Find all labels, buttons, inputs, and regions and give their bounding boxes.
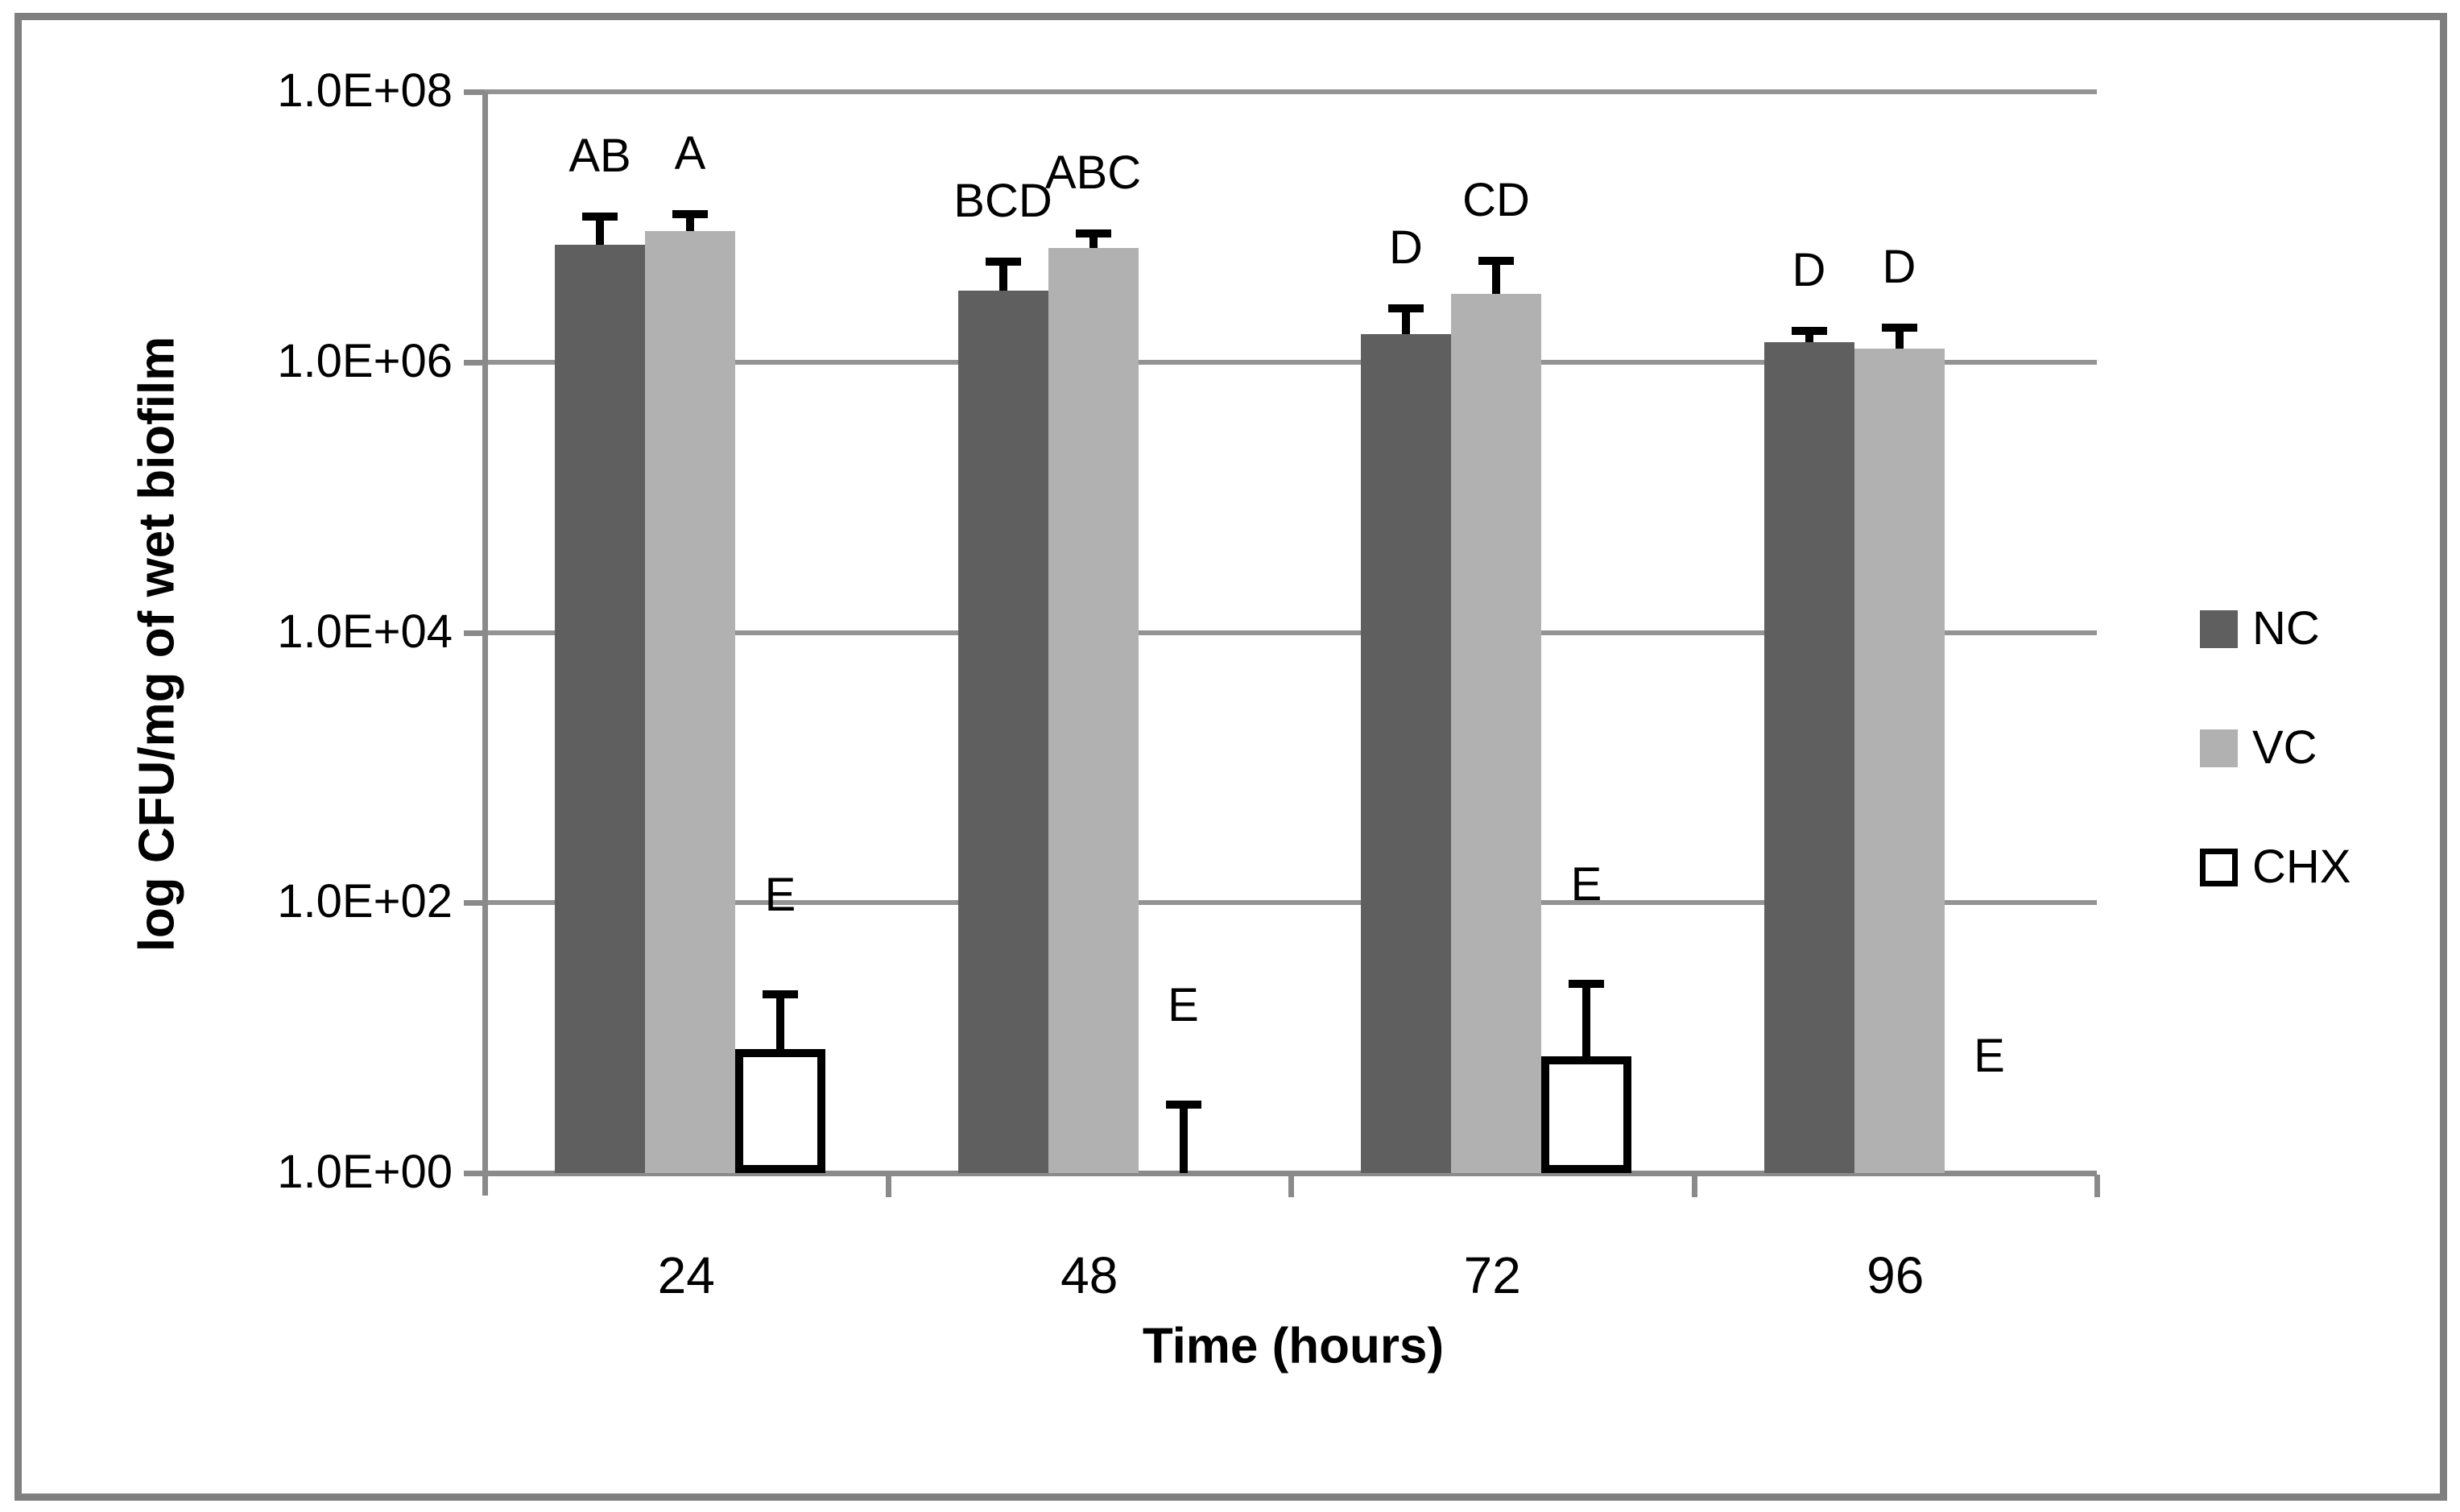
- figure-border: [14, 13, 2447, 1501]
- error-bar-cap-vc-72: [1478, 257, 1514, 266]
- sig-letter-nc-48: BCD: [953, 175, 1052, 228]
- error-bar-stem-nc-96: [1805, 331, 1813, 343]
- error-bar-stem-vc-72: [1492, 261, 1500, 294]
- sig-letter-nc-24: AB: [568, 129, 631, 182]
- error-bar-stem-vc-48: [1089, 233, 1098, 248]
- x-category-label-96: 96: [1867, 1246, 1925, 1304]
- bar-vc-72: [1451, 293, 1541, 1173]
- error-bar-cap-nc-72: [1388, 304, 1424, 312]
- sig-letter-chx-72: E: [1570, 858, 1602, 911]
- error-bar-cap-chx-48: [1165, 1101, 1201, 1109]
- error-bar-stem-nc-24: [596, 216, 604, 245]
- y-tick-mark-1e4: [464, 630, 485, 636]
- legend-item-vc: VC: [2200, 725, 2317, 771]
- legend-label-chx: CHX: [2252, 841, 2351, 893]
- x-tick-mark-4: [2094, 1174, 2100, 1197]
- bar-vc-96: [1854, 349, 1945, 1173]
- bar-chx-24: [735, 1048, 825, 1173]
- error-bar-stem-chx-72: [1582, 984, 1590, 1057]
- error-bar-cap-chx-24: [763, 990, 798, 999]
- gridline-1e8: [485, 89, 2097, 94]
- bar-nc-24: [555, 244, 645, 1173]
- error-bar-stem-nc-48: [998, 262, 1007, 291]
- legend-swatch-vc: [2200, 729, 2238, 767]
- x-tick-mark-3: [1691, 1174, 1697, 1197]
- sig-letter-vc-96: D: [1882, 240, 1916, 293]
- x-axis-line: [485, 1170, 2097, 1176]
- x-category-label-48: 48: [1060, 1246, 1118, 1304]
- sig-letter-chx-48: E: [1168, 979, 1199, 1032]
- legend-item-chx: CHX: [2200, 844, 2350, 890]
- gridline-1e6: [485, 359, 2097, 365]
- x-tick-mark-1: [885, 1174, 891, 1197]
- sig-letter-chx-96: E: [1974, 1030, 2005, 1082]
- y-tick-mark-1e0: [464, 1171, 485, 1176]
- legend-label-nc: NC: [2252, 602, 2320, 655]
- error-bar-stem-nc-72: [1402, 308, 1410, 335]
- sig-letter-vc-48: ABC: [1044, 146, 1142, 199]
- legend-item-nc: NC: [2200, 605, 2320, 652]
- sig-letter-nc-72: D: [1389, 221, 1423, 274]
- y-tick-label-1e6: 1.0E+06: [277, 334, 453, 387]
- y-tick-label-1e2: 1.0E+02: [277, 875, 453, 928]
- sig-letter-chx-24: E: [764, 869, 796, 922]
- y-tick-label-1e4: 1.0E+04: [277, 605, 453, 658]
- y-tick-mark-1e2: [464, 900, 485, 907]
- gridline-1e2: [485, 900, 2097, 906]
- bar-nc-48: [957, 290, 1048, 1173]
- error-bar-stem-chx-24: [776, 994, 784, 1049]
- error-bar-stem-vc-96: [1895, 327, 1904, 349]
- x-category-label-24: 24: [657, 1246, 715, 1304]
- legend-swatch-chx: [2200, 848, 2238, 886]
- error-bar-cap-vc-96: [1881, 323, 1917, 332]
- y-tick-label-1e0: 1.0E+00: [277, 1146, 453, 1198]
- y-tick-label-1e8: 1.0E+08: [277, 64, 453, 117]
- x-category-label-72: 72: [1463, 1246, 1521, 1304]
- error-bar-cap-vc-24: [672, 209, 708, 218]
- y-axis-title: log CFU/mg of wet biofilm: [129, 336, 185, 952]
- x-tick-mark-2: [1288, 1174, 1294, 1197]
- error-bar-stem-vc-24: [686, 213, 694, 232]
- error-bar-cap-nc-48: [985, 258, 1021, 266]
- bar-nc-72: [1361, 334, 1451, 1173]
- x-axis-title: Time (hours): [1142, 1318, 1445, 1374]
- error-bar-stem-chx-48: [1179, 1105, 1188, 1173]
- y-axis-line: [482, 92, 488, 1196]
- sig-letter-nc-96: D: [1792, 244, 1826, 297]
- error-bar-cap-chx-72: [1569, 980, 1604, 989]
- sig-letter-vc-24: A: [674, 126, 706, 180]
- y-tick-mark-1e8: [464, 89, 485, 95]
- error-bar-cap-nc-96: [1791, 327, 1827, 336]
- legend-label-vc: VC: [2252, 721, 2317, 774]
- sig-letter-vc-72: CD: [1462, 174, 1530, 227]
- error-bar-cap-vc-48: [1075, 229, 1111, 238]
- bar-nc-96: [1763, 342, 1854, 1173]
- y-tick-mark-1e6: [464, 359, 485, 366]
- legend-swatch-nc: [2200, 609, 2238, 648]
- bar-vc-24: [645, 231, 735, 1173]
- error-bar-cap-nc-24: [582, 212, 618, 221]
- bar-chx-72: [1541, 1056, 1631, 1173]
- gridline-1e4: [485, 630, 2097, 635]
- bar-vc-48: [1048, 247, 1139, 1173]
